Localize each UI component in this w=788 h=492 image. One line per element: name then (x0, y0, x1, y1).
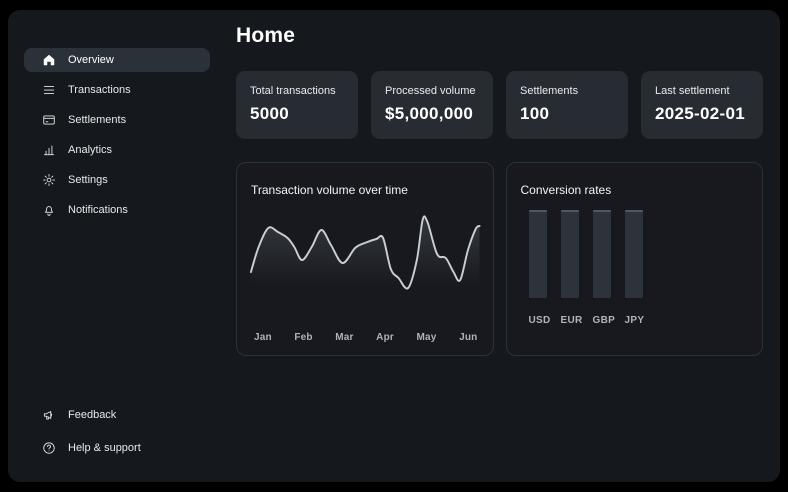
stat-card-last-settlement: Last settlement 2025-02-01 (641, 71, 763, 139)
bell-icon (42, 203, 56, 217)
sidebar-item-analytics[interactable]: Analytics (32, 138, 210, 162)
bar-chart-icon (42, 143, 56, 157)
line-chart-line (249, 215, 481, 290)
sidebar-item-transactions[interactable]: Transactions (32, 78, 210, 102)
app-window: Overview Transactions Settlements Analyt… (8, 10, 780, 482)
panel-title: Transaction volume over time (251, 183, 408, 197)
sidebar-item-label: Transactions (68, 84, 131, 96)
bar-category-labels: USD EUR GBP JPY (529, 315, 751, 326)
stat-label: Settlements (520, 85, 579, 97)
bar-usd (528, 210, 547, 298)
sidebar-item-label: Settlements (68, 114, 127, 126)
x-tick-label: Apr (376, 332, 394, 343)
stat-value: $5,000,000 (385, 104, 474, 123)
gear-icon (42, 173, 56, 187)
stat-value: 5000 (250, 104, 290, 123)
stat-label: Processed volume (385, 85, 476, 97)
sidebar-item-label: Help & support (68, 442, 141, 454)
sidebar-item-label: Feedback (68, 409, 117, 421)
stat-label: Total transactions (250, 85, 336, 97)
sidebar-item-notifications[interactable]: Notifications (32, 198, 210, 222)
sidebar-nav: Overview Transactions Settlements Analyt… (24, 48, 210, 222)
sidebar-item-feedback[interactable]: Feedback (32, 403, 210, 427)
stat-label: Last settlement (655, 85, 730, 97)
home-icon (42, 53, 56, 67)
megaphone-icon (42, 408, 56, 422)
sidebar-item-label: Analytics (68, 144, 113, 156)
list-icon (42, 83, 56, 97)
x-tick-label: Jan (254, 332, 272, 343)
conversion-rates-panel: Conversion rates USD EUR GBP JPY (505, 162, 763, 356)
bar-chart (528, 210, 751, 298)
bar-jpy (624, 210, 643, 298)
x-tick-label: Mar (335, 332, 354, 343)
stat-cards-row: Total transactions 5000 Processed volume… (236, 71, 763, 139)
stat-value: 2025-02-01 (655, 104, 745, 123)
page-title: Home (236, 24, 296, 47)
x-tick-label: May (416, 332, 437, 343)
bar-gbp (592, 210, 611, 298)
sidebar-item-label: Overview (68, 54, 114, 66)
sidebar-item-label: Notifications (68, 204, 128, 216)
line-chart (249, 215, 481, 302)
bar-category-label: USD (528, 315, 551, 326)
sidebar-item-settlements[interactable]: Settlements (32, 108, 210, 132)
main-content: Home Total transactions 5000 Processed v… (220, 10, 780, 482)
bar-category-label: JPY (624, 315, 645, 326)
sidebar-item-overview[interactable]: Overview (24, 48, 210, 72)
sidebar: Overview Transactions Settlements Analyt… (8, 10, 220, 482)
card-icon (42, 113, 56, 127)
stat-card-settlements: Settlements 100 (506, 71, 628, 139)
panel-title: Conversion rates (520, 183, 612, 197)
x-tick-label: Jun (459, 332, 478, 343)
transaction-volume-panel: Transaction volume over time Jan Feb Mar Ap… (236, 162, 494, 356)
x-tick-label: Feb (294, 332, 313, 343)
sidebar-item-settings[interactable]: Settings (32, 168, 210, 192)
sidebar-footer: Feedback Help & support (32, 403, 210, 460)
stat-value: 100 (520, 104, 550, 123)
x-axis-labels: Jan Feb Mar Apr May Jun (249, 332, 481, 343)
line-chart-area (250, 216, 480, 302)
help-circle-icon (42, 441, 56, 455)
sidebar-item-label: Settings (68, 174, 108, 186)
stat-card-total-transactions: Total transactions 5000 (236, 71, 358, 139)
bar-category-label: EUR (560, 315, 583, 326)
chart-panels-row: Transaction volume over time Jan Feb Mar Ap… (236, 162, 763, 356)
stat-card-processed-volume: Processed volume $5,000,000 (371, 71, 493, 139)
bar-category-label: GBP (592, 315, 616, 326)
sidebar-item-help-support[interactable]: Help & support (32, 436, 210, 460)
bar-eur (560, 210, 579, 298)
